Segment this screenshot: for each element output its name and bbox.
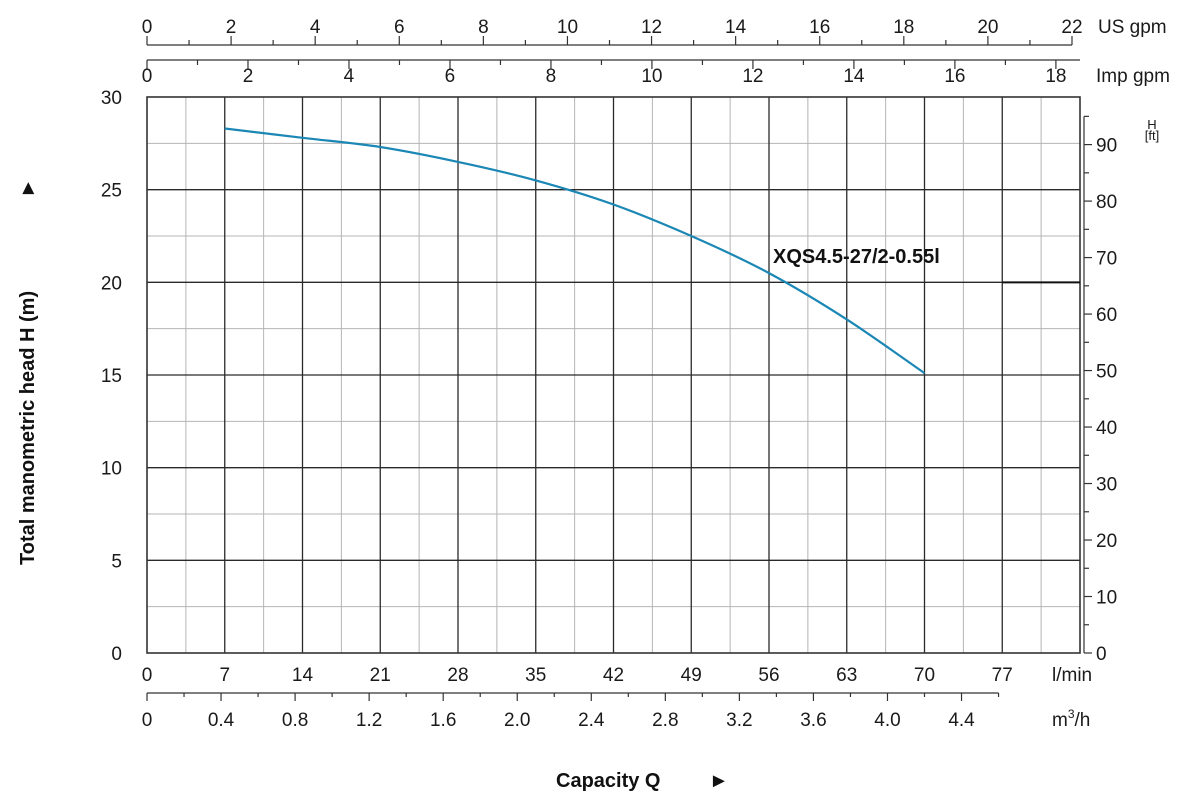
y-right-tick-label: 20 bbox=[1096, 531, 1117, 552]
y-right-tick-label: 60 bbox=[1096, 305, 1117, 326]
x-m3h-tick-label: 0.4 bbox=[208, 710, 235, 731]
y-left-tick-label: 0 bbox=[111, 644, 122, 665]
x-m3h-unit-sup: 3 bbox=[1068, 707, 1075, 721]
y-left-tick-label: 10 bbox=[101, 459, 122, 480]
y-right-tick-label: 50 bbox=[1096, 362, 1117, 383]
x-m3h-tick-label: 1.2 bbox=[356, 710, 382, 731]
x-imp-gpm-tick-label: 8 bbox=[546, 66, 557, 87]
x-us-gpm-unit: US gpm bbox=[1098, 17, 1167, 38]
x-m3h-tick-label: 0.8 bbox=[282, 710, 308, 731]
x-us-gpm-tick-label: 10 bbox=[557, 17, 578, 38]
x-l-min-tick-label: 7 bbox=[219, 665, 230, 686]
y-axis-right: 0 10 20 30 40 50 60 70 80 90 bbox=[1083, 115, 1117, 665]
x-axis-title: Capacity Q bbox=[556, 770, 660, 792]
y-right-tick-label: 80 bbox=[1096, 192, 1117, 213]
x-axis-us-gpm: 0 2 4 6 8 10 12 14 16 18 20 22 bbox=[142, 17, 1083, 46]
x-us-gpm-tick-label: 4 bbox=[310, 17, 321, 38]
y-right-tick-label: 90 bbox=[1096, 136, 1117, 157]
x-l-min-tick-label: 21 bbox=[370, 665, 391, 686]
x-imp-gpm-tick-label: 14 bbox=[843, 66, 865, 87]
y-axis-title: Total manometric head H (m) bbox=[17, 291, 39, 565]
y-right-unit-bottom: [ft] bbox=[1145, 128, 1159, 143]
x-us-gpm-tick-label: 0 bbox=[142, 17, 153, 38]
x-imp-gpm-tick-label: 4 bbox=[344, 66, 355, 87]
x-us-gpm-tick-label: 18 bbox=[893, 17, 914, 38]
x-m3h-tick-label: 0 bbox=[142, 710, 153, 731]
x-m3h-tick-label: 2.4 bbox=[578, 710, 605, 731]
y-right-tick-label: 10 bbox=[1096, 588, 1117, 609]
y-axis-left: 0 5 10 15 20 25 30 bbox=[101, 88, 122, 665]
x-axis-arrow-icon: ► bbox=[709, 770, 729, 792]
x-imp-gpm-tick-label: 18 bbox=[1045, 66, 1066, 87]
x-us-gpm-tick-label: 6 bbox=[394, 17, 405, 38]
y-right-tick-label: 0 bbox=[1096, 644, 1107, 665]
x-m3h-tick-label: 3.6 bbox=[800, 710, 826, 731]
x-m3h-tick-label: 3.2 bbox=[726, 710, 752, 731]
x-l-min-tick-label: 0 bbox=[142, 665, 153, 686]
x-axis-m3h: 0 0.4 0.8 1.2 1.6 2.0 2.4 2.8 3.2 3.6 4.0 4.4 bbox=[142, 692, 1000, 731]
y-left-tick-label: 20 bbox=[101, 273, 122, 294]
x-l-min-unit: l/min bbox=[1052, 665, 1092, 686]
x-l-min-tick-label: 77 bbox=[992, 665, 1013, 686]
y-left-tick-label: 5 bbox=[111, 551, 122, 572]
x-l-min-tick-label: 35 bbox=[525, 665, 546, 686]
x-imp-gpm-tick-label: 12 bbox=[742, 66, 763, 87]
x-l-min-tick-label: 56 bbox=[758, 665, 779, 686]
x-us-gpm-tick-label: 12 bbox=[641, 17, 662, 38]
y-left-tick-label: 15 bbox=[101, 366, 122, 387]
y-axis-title-group: Total manometric head H (m) ► bbox=[17, 178, 39, 565]
x-m3h-tick-label: 4.0 bbox=[874, 710, 900, 731]
x-l-min-tick-label: 70 bbox=[914, 665, 935, 686]
x-us-gpm-tick-label: 8 bbox=[478, 17, 489, 38]
x-us-gpm-tick-label: 2 bbox=[226, 17, 237, 38]
x-axis-l-min: 0 7 14 21 28 35 42 49 56 63 70 77 bbox=[142, 665, 1013, 686]
x-m3h-tick-label: 2.0 bbox=[504, 710, 530, 731]
x-imp-gpm-tick-label: 2 bbox=[243, 66, 254, 87]
y-right-tick-label: 40 bbox=[1096, 418, 1117, 439]
x-imp-gpm-tick-label: 6 bbox=[445, 66, 456, 87]
x-imp-gpm-unit: Imp gpm bbox=[1096, 66, 1170, 87]
y-right-tick-label: 30 bbox=[1096, 475, 1117, 496]
x-us-gpm-tick-label: 20 bbox=[977, 17, 998, 38]
x-m3h-unit-tail: /h bbox=[1075, 710, 1091, 731]
x-us-gpm-tick-label: 14 bbox=[725, 17, 747, 38]
x-m3h-unit: m3/h bbox=[1052, 707, 1090, 731]
x-l-min-tick-label: 63 bbox=[836, 665, 857, 686]
y-left-tick-label: 30 bbox=[101, 88, 122, 109]
x-m3h-tick-label: 4.4 bbox=[948, 710, 975, 731]
plot-frame bbox=[146, 96, 1081, 654]
x-l-min-tick-label: 14 bbox=[292, 665, 314, 686]
x-us-gpm-tick-label: 16 bbox=[809, 17, 830, 38]
x-l-min-tick-label: 49 bbox=[681, 665, 702, 686]
x-imp-gpm-tick-label: 10 bbox=[641, 66, 662, 87]
y-right-tick-label: 70 bbox=[1096, 249, 1117, 270]
series-label: XQS4.5-27/2-0.55l bbox=[773, 246, 940, 268]
x-l-min-tick-label: 28 bbox=[447, 665, 468, 686]
series-line bbox=[224, 127, 926, 375]
x-m3h-unit-base: m bbox=[1052, 710, 1068, 731]
major-grid bbox=[147, 97, 1080, 653]
x-m3h-tick-label: 2.8 bbox=[652, 710, 678, 731]
y-axis-arrow-icon: ► bbox=[17, 178, 39, 198]
x-us-gpm-tick-label: 22 bbox=[1061, 17, 1082, 38]
y-right-unit-top: H bbox=[1147, 117, 1156, 132]
x-l-min-tick-label: 42 bbox=[603, 665, 624, 686]
x-imp-gpm-tick-label: 16 bbox=[944, 66, 965, 87]
x-axis-imp-gpm: 0 2 4 6 8 10 12 14 16 18 bbox=[142, 59, 1080, 87]
y-left-tick-label: 25 bbox=[101, 181, 122, 202]
x-m3h-tick-label: 1.6 bbox=[430, 710, 456, 731]
x-imp-gpm-tick-label: 0 bbox=[142, 66, 153, 87]
